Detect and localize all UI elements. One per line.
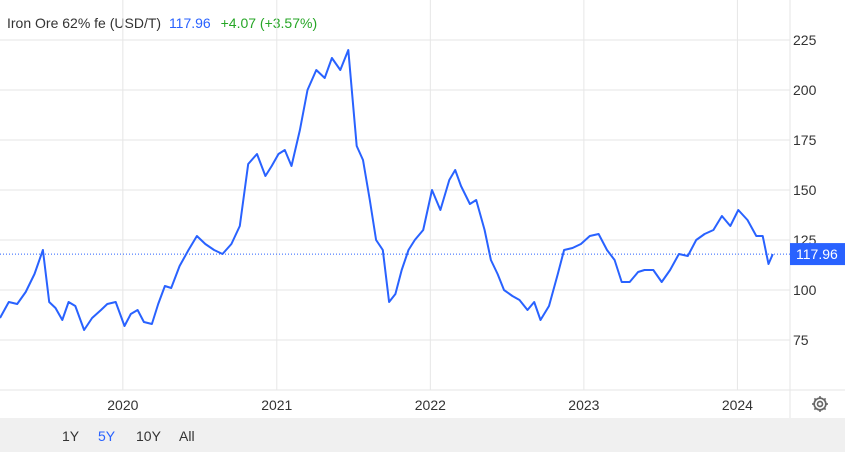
price-series-line [0, 49, 774, 331]
y-tick-label: 225 [793, 32, 817, 48]
y-tick-label: 175 [793, 132, 817, 148]
y-tick-label: 150 [793, 182, 817, 198]
x-tick-label: 2020 [107, 397, 138, 413]
x-tick-label: 2023 [568, 397, 599, 413]
x-tick-label: 2021 [261, 397, 292, 413]
range-all-button[interactable]: All [179, 428, 195, 444]
last-price-label: 117.96 [796, 246, 838, 262]
y-tick-label: 100 [793, 282, 817, 298]
range-5y-button[interactable]: 5Y [98, 428, 116, 444]
gear-icon[interactable] [810, 394, 830, 414]
y-tick-label: 200 [793, 82, 817, 98]
x-tick-label: 2024 [722, 397, 753, 413]
range-1y-button[interactable]: 1Y [62, 428, 80, 444]
price-change: +4.07 (+3.57%) [220, 15, 318, 31]
current-price: 117.96 [168, 15, 211, 31]
last-price-tag [790, 243, 845, 266]
y-tick-label: 75 [793, 332, 809, 348]
x-tick-label: 2022 [415, 397, 446, 413]
range-selector-bar: 1Y 5Y 10Y All [0, 418, 845, 452]
range-10y-button[interactable]: 10Y [136, 428, 161, 444]
